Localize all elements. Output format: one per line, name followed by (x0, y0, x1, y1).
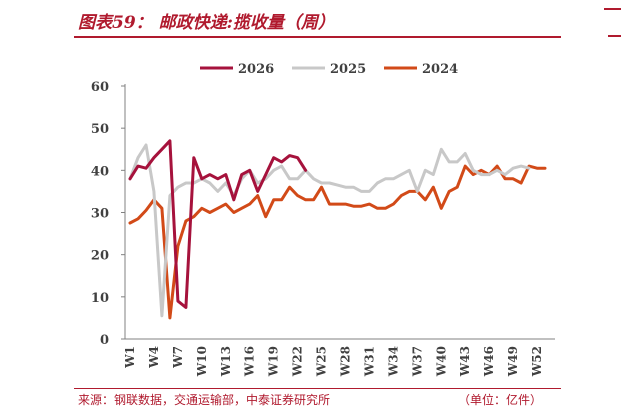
x-tick-label: W16 (243, 346, 257, 377)
title-bar: 图表59： 邮政快递:揽收量（周） (74, 0, 561, 38)
x-tick-label: W49 (506, 346, 520, 377)
x-tick-label: W28 (338, 346, 352, 377)
x-tick-label: W43 (458, 346, 472, 377)
axes: 0 10 20 30 40 50 60 W1 W4 W7 W10 W13 W16 W19 W22 W25 W28… (91, 80, 555, 377)
side-rule (608, 35, 621, 37)
x-tick-label: W31 (362, 346, 376, 377)
line-chart: 2026 2025 2024 0 10 20 30 40 50 60 W1 W4 W7 W10 W13 W1… (91, 62, 555, 377)
series-line-2026 (128, 139, 308, 309)
bottom-rule (74, 388, 561, 389)
x-tick-label: W46 (482, 346, 496, 377)
x-tick-label: W22 (291, 346, 305, 377)
chart-title: 图表59： 邮政快递:揽收量（周） (78, 13, 335, 33)
x-tick-label: W13 (219, 346, 233, 377)
unit-note: （单位：亿件） (458, 393, 543, 407)
y-tick-label: 40 (91, 164, 109, 179)
x-tick-label: W19 (267, 346, 281, 377)
y-tick-label: 50 (91, 122, 109, 137)
y-tick-label: 10 (91, 291, 109, 306)
x-tick-label: W34 (386, 346, 400, 377)
x-tick-label: W37 (410, 346, 424, 377)
legend-label-2026: 2026 (238, 62, 274, 77)
x-tick-label: W4 (147, 346, 161, 369)
x-tick-label: W10 (195, 346, 209, 377)
series-line-2025 (128, 143, 531, 318)
legend: 2026 2025 2024 (200, 62, 458, 77)
side-rule-top (604, 8, 621, 10)
x-tick-label: W1 (123, 346, 137, 369)
source-note: 来源：钢联数据，交通运输部，中泰证券研究所 (78, 393, 331, 407)
x-tick-label: W25 (315, 346, 329, 377)
x-tick-label: W52 (530, 346, 544, 377)
legend-label-2025: 2025 (330, 62, 366, 77)
series-layer (128, 139, 547, 320)
y-tick-label: 20 (91, 249, 109, 264)
legend-label-2024: 2024 (422, 62, 458, 77)
x-tick-label: W7 (171, 346, 185, 369)
x-tick-label: W40 (434, 346, 448, 377)
y-tick-label: 0 (100, 333, 109, 348)
y-tick-label: 30 (91, 207, 109, 222)
y-tick-label: 60 (91, 80, 109, 95)
